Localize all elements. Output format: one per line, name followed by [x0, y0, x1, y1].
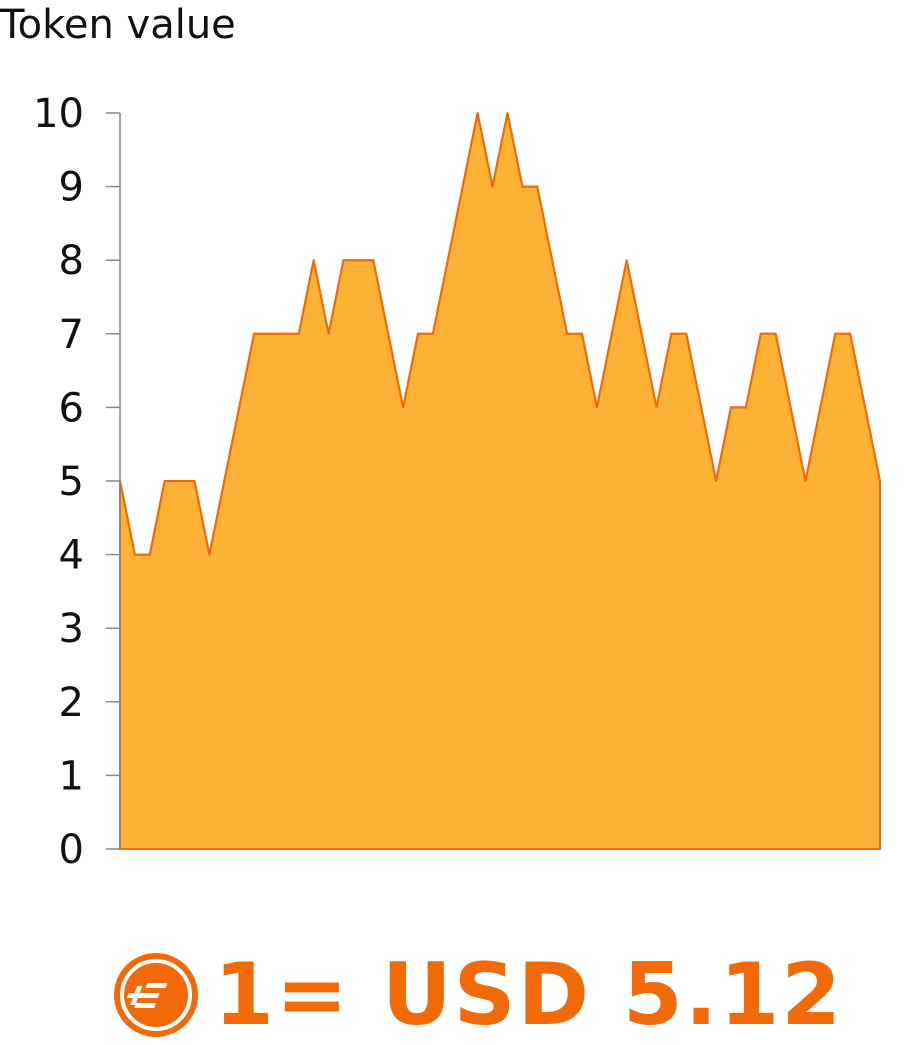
data-point	[849, 332, 852, 335]
data-point	[744, 406, 747, 409]
y-axis-ticks: 0 1 2 3 4 5 6 7 8 9 10	[33, 91, 120, 873]
data-point	[268, 332, 271, 335]
data-point	[327, 332, 330, 335]
data-point	[193, 480, 196, 482]
data-point	[759, 332, 762, 335]
data-point	[864, 406, 867, 409]
data-point	[625, 259, 628, 262]
data-point	[521, 185, 524, 188]
data-point	[461, 185, 464, 188]
data-point	[804, 480, 807, 482]
y-tick-label: 5	[59, 459, 84, 505]
data-point	[119, 480, 121, 482]
data-point	[670, 332, 673, 335]
data-point	[610, 332, 613, 335]
data-point	[238, 406, 241, 409]
data-point	[223, 480, 226, 482]
data-point	[834, 332, 837, 335]
data-point	[312, 259, 315, 262]
data-point	[536, 185, 539, 188]
data-point	[133, 553, 136, 556]
y-tick-label: 1	[59, 753, 84, 799]
y-tick-label: 8	[59, 238, 84, 284]
data-point	[431, 332, 434, 335]
data-point	[357, 259, 360, 262]
y-tick-label: 9	[59, 165, 84, 211]
y-tick-label: 4	[59, 533, 84, 579]
data-point	[685, 332, 688, 335]
data-point	[819, 406, 822, 409]
data-point	[551, 259, 554, 262]
data-point	[297, 332, 300, 335]
data-point	[506, 112, 509, 114]
data-point	[566, 332, 569, 335]
data-point	[148, 553, 151, 556]
data-point	[655, 406, 658, 409]
y-tick-label: 3	[59, 606, 84, 652]
data-point	[729, 406, 732, 409]
price-footer: 1= USD 5.12	[112, 950, 843, 1040]
data-point	[879, 480, 881, 482]
y-tick-label: 6	[59, 385, 84, 431]
y-tick-label: 0	[59, 827, 84, 873]
price-text: 1= USD 5.12	[214, 945, 844, 1045]
data-point	[208, 553, 211, 556]
data-point	[700, 406, 703, 409]
data-point	[580, 332, 583, 335]
data-point	[491, 185, 494, 188]
y-axis-label: Token value	[0, 2, 236, 48]
data-point	[178, 480, 181, 482]
data-point	[282, 332, 285, 335]
data-point	[342, 259, 345, 262]
data-point	[163, 480, 166, 482]
data-point	[595, 406, 598, 409]
token-coin-icon	[114, 953, 198, 1037]
data-point	[789, 406, 792, 409]
y-tick-label: 7	[59, 312, 84, 358]
data-point	[253, 332, 256, 335]
y-tick-label: 10	[33, 91, 84, 137]
data-point	[640, 332, 643, 335]
data-point	[446, 259, 449, 262]
data-point	[476, 112, 479, 114]
area-series	[119, 112, 881, 850]
data-point	[417, 332, 420, 335]
data-points	[119, 112, 881, 556]
data-point	[774, 332, 777, 335]
data-point	[372, 259, 375, 262]
data-point	[715, 480, 718, 482]
data-point	[387, 332, 390, 335]
y-tick-label: 2	[59, 680, 84, 726]
series-line	[119, 112, 881, 556]
data-point	[402, 406, 405, 409]
